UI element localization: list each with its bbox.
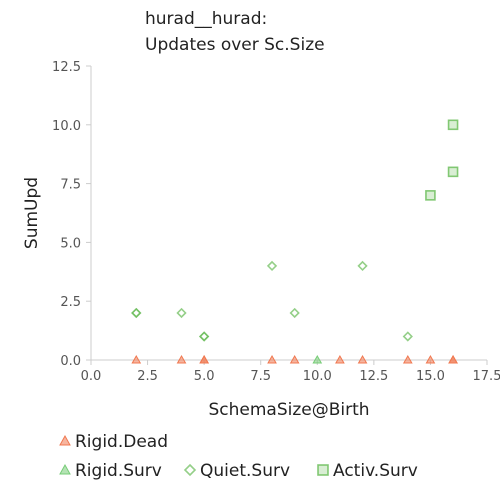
x-tick-label: 12.5 [359, 369, 388, 384]
rigid-dead-point [425, 354, 436, 364]
quiet-surv-point [199, 331, 210, 342]
quiet-surv-point [131, 307, 142, 319]
quiet-surv-point [199, 331, 210, 342]
x-tick-label: 10.0 [303, 369, 332, 384]
x-tick-label: 15.0 [416, 369, 445, 384]
quiet-surv-point [289, 307, 300, 319]
rigid-dead-point [402, 354, 413, 364]
activ-surv-point [447, 166, 459, 178]
quiet-surv-legend-marker [183, 463, 197, 477]
activ-surv-point [447, 119, 459, 131]
rigid-surv-legend-marker [59, 463, 71, 475]
rigid-dead-point [267, 354, 277, 364]
rigid-dead-point [199, 354, 210, 364]
chart-title-line-1: hurad__hurad: [145, 9, 267, 29]
y-tick-label: 10.0 [52, 119, 81, 134]
x-tick-label: 0.0 [81, 369, 102, 384]
rigid-dead-legend-label: Rigid.Dead [75, 432, 168, 452]
rigid-dead-point [176, 354, 187, 364]
plot-points [131, 119, 459, 364]
activ-surv-point [425, 190, 436, 201]
quiet-surv-point [131, 307, 142, 319]
x-tick-label: 5.0 [194, 369, 215, 384]
quiet-surv-point [176, 307, 187, 319]
quiet-surv-legend-label: Quiet.Surv [200, 461, 290, 481]
x-tick-label: 2.5 [137, 369, 158, 384]
rigid-dead-point [289, 354, 300, 364]
x-tick-label: 7.5 [250, 369, 271, 384]
activ-surv-legend-marker [317, 464, 329, 476]
rigid-dead-point [357, 354, 368, 364]
y-tick-label: 12.5 [52, 60, 81, 75]
legend: Rigid.Dead Rigid.Surv Quiet.Surv Activ.Surv [59, 432, 418, 481]
quiet-surv-point [266, 260, 278, 272]
rigid-surv-legend-label: Rigid.Surv [75, 461, 162, 481]
x-tick-label: 17.5 [473, 369, 500, 384]
axes [90, 66, 487, 361]
y-tick-label: 0.0 [60, 354, 81, 369]
y-tick-label: 2.5 [60, 295, 81, 310]
y-ticks: 0.0 2.5 5.0 7.5 10.0 12.5 [52, 60, 91, 369]
quiet-surv-point [402, 331, 413, 342]
y-tick-label: 7.5 [60, 178, 81, 193]
chart-title: hurad__hurad: Updates over Sc.Size [145, 9, 325, 55]
activ-surv-legend-label: Activ.Surv [333, 461, 418, 481]
chart-title-line-2: Updates over Sc.Size [145, 35, 325, 55]
rigid-surv-point [312, 354, 323, 364]
rigid-dead-point [448, 354, 458, 364]
x-ticks: 0.0 2.5 5.0 7.5 10.0 12.5 15.0 17.5 [81, 360, 500, 384]
rigid-dead-point [335, 354, 345, 364]
rigid-dead-point [131, 354, 142, 364]
y-tick-label: 5.0 [60, 236, 81, 251]
rigid-dead-legend-marker [59, 434, 71, 446]
y-axis-label: SumUpd [22, 177, 42, 249]
x-axis-label: SchemaSize@Birth [208, 400, 369, 420]
quiet-surv-point [357, 260, 368, 272]
